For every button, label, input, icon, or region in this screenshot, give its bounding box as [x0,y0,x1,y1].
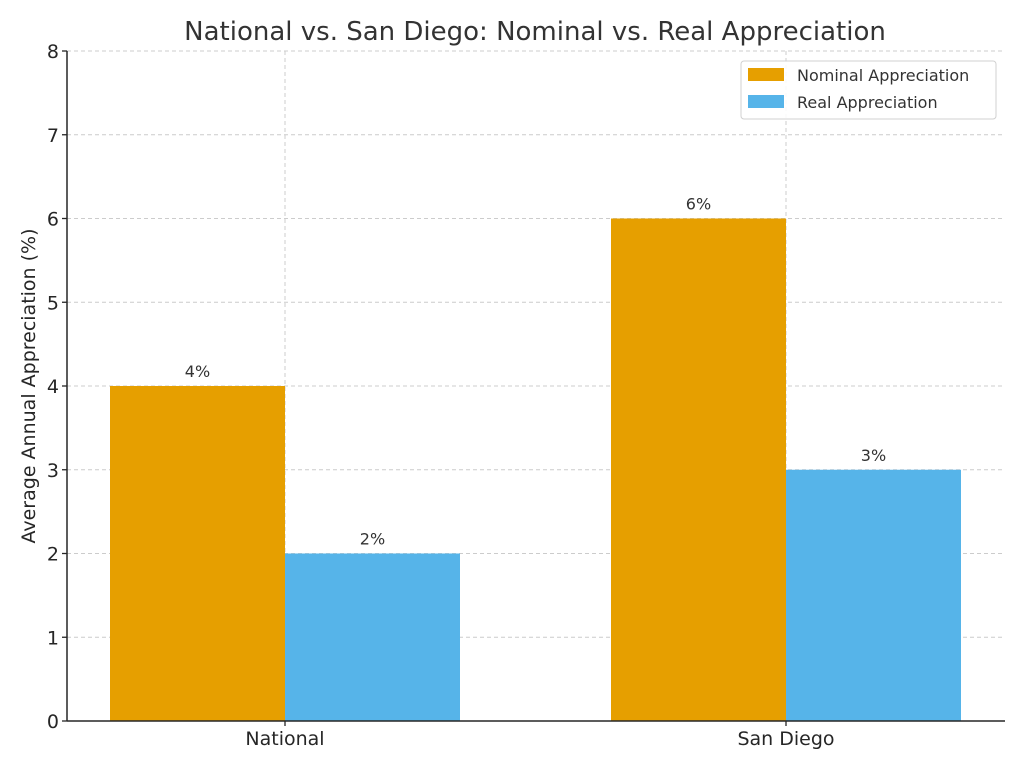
bar-real-national [285,553,460,721]
y-ticks: 0 1 2 3 4 5 6 7 8 [47,41,67,733]
bar-real-san-diego [786,469,961,721]
data-labels: 4% 6% 2% 3% [185,195,886,549]
x-ticks: National San Diego [245,721,835,750]
bar-nominal-national [110,386,285,721]
x-tick-label: National [245,728,324,750]
bars [110,218,961,721]
y-tick-label: 3 [47,460,59,482]
data-label: 6% [686,195,711,214]
y-tick-label: 7 [47,125,59,147]
y-tick-label: 6 [47,209,59,231]
data-label: 4% [185,362,210,381]
legend: Nominal Appreciation Real Appreciation [740,60,997,120]
y-axis-label: Average Annual Appreciation (%) [18,228,40,543]
legend-label-real: Real Appreciation [797,93,938,112]
legend-swatch-real [748,95,784,108]
legend-frame [740,60,997,120]
chart-title: National vs. San Diego: Nominal vs. Real… [184,17,886,47]
y-tick-label: 2 [47,544,59,566]
legend-label-nominal: Nominal Appreciation [797,66,969,85]
data-label: 2% [360,530,385,549]
y-tick-label: 4 [47,376,59,398]
y-tick-label: 5 [47,292,59,314]
y-tick-label: 1 [47,627,59,649]
y-tick-label: 0 [47,711,59,733]
x-tick-label: San Diego [737,728,834,750]
legend-swatch-nominal [748,68,784,81]
data-label: 3% [861,446,886,465]
bar-nominal-san-diego [611,218,786,721]
y-tick-label: 8 [47,41,59,63]
